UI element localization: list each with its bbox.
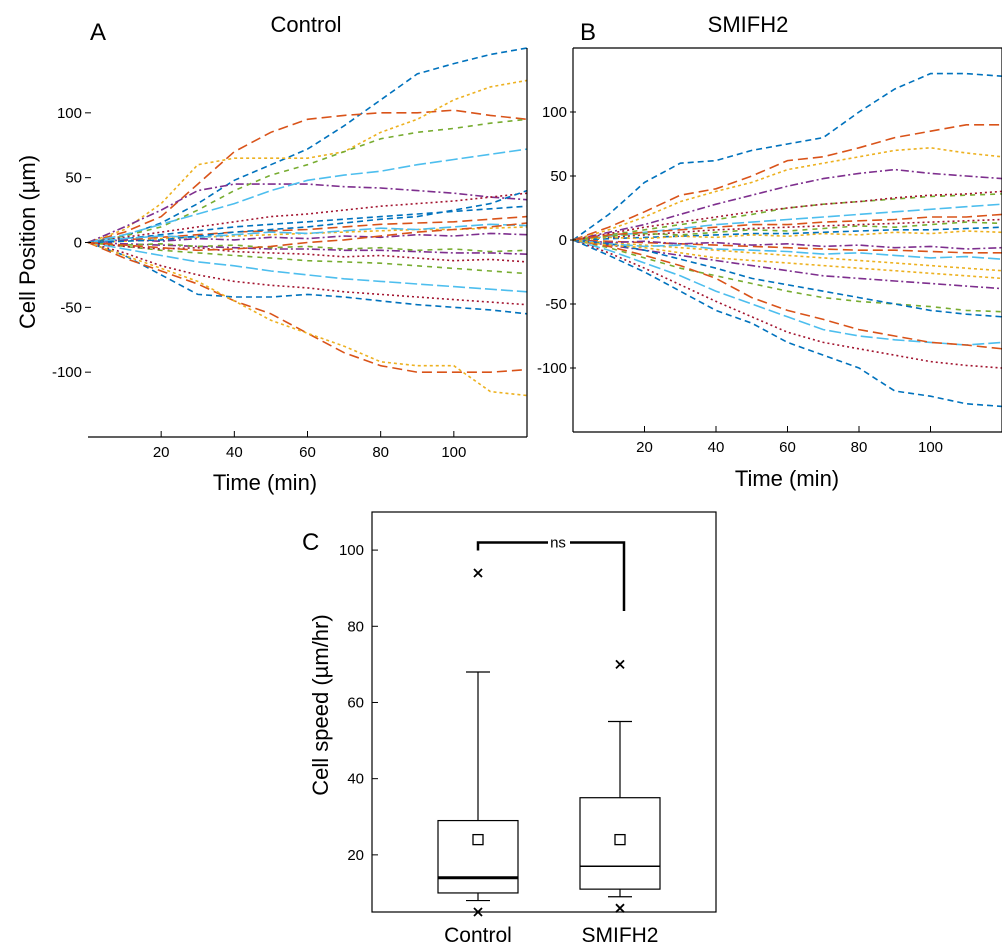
panel-b-x-tick-label: 60 xyxy=(779,439,796,456)
panel-c-y-axis-title: Cell speed (µm/hr) xyxy=(308,614,333,795)
panel-b-series-line xyxy=(572,72,1002,241)
panel-c-mean-marker xyxy=(472,833,484,846)
panel-a-series-line xyxy=(87,241,528,397)
panel-a-x-tick-label: 100 xyxy=(441,444,466,461)
panel-c-bracket-right xyxy=(570,541,626,612)
panel-a-series-line xyxy=(87,183,528,244)
panel-a-series-line xyxy=(87,205,528,244)
panel-a-y-axis-title: Cell Position (µm) xyxy=(15,155,40,329)
panel-b-y-tick-label: 100 xyxy=(542,104,567,121)
panel-a-series-line xyxy=(87,241,528,255)
panel-b-x-tick-label: 20 xyxy=(636,439,653,456)
panel-b-series-line xyxy=(572,124,1002,241)
panel-a-series-line xyxy=(87,241,528,374)
panel-b-series-line xyxy=(572,221,1002,241)
panel-c-y-tick-label: 80 xyxy=(347,618,364,635)
panel-b-series-line xyxy=(572,239,1002,272)
panel-b-series-line xyxy=(572,239,1002,408)
panel-c-plot-area: 100 80 60 40 20 Control SMIFH2 ns xyxy=(339,511,717,947)
panel-b-y-tick-label: 50 xyxy=(550,168,567,185)
panel-b-series-line xyxy=(572,239,1002,346)
panel-b-axes: 20 40 60 80 100 100 50 0 -50 -100 xyxy=(537,47,1002,456)
panel-a-series-line xyxy=(87,47,528,244)
panel-c-extreme-marker xyxy=(615,659,625,670)
panel-a-series-line xyxy=(87,189,528,244)
panel-a-series-line xyxy=(87,241,528,263)
panel-a-series-line xyxy=(87,109,528,244)
panel-a-x-axis-title: Time (min) xyxy=(213,470,317,495)
panel-c-mean-marker xyxy=(614,833,626,846)
panel-a-y-tick-label: -50 xyxy=(60,299,82,316)
panel-a-x-tick-label: 60 xyxy=(299,444,316,461)
panel-b-y-tick-label: -100 xyxy=(537,360,567,377)
panel-c-bracket-left xyxy=(476,541,548,551)
panel-c-y-tick-label: 40 xyxy=(347,771,364,788)
panel-a-series-line xyxy=(87,241,528,306)
panel-c-category-label: SMIFH2 xyxy=(581,924,658,947)
panel-a-y-tick-label: -100 xyxy=(52,364,82,381)
panel-letter-a: A xyxy=(90,19,106,46)
panel-b-series-line xyxy=(572,203,1002,241)
panel-b-series-line xyxy=(572,218,1002,241)
panel-b-title: SMIFH2 xyxy=(708,12,789,37)
panel-a-y-tick-label: 50 xyxy=(65,170,82,187)
panel-a-series-line xyxy=(87,232,528,244)
panel-b-series-line xyxy=(572,239,1002,254)
panel-a-x-tick-label: 80 xyxy=(372,444,389,461)
panel-c-y-tick-label: 60 xyxy=(347,694,364,711)
panel-a-series-line xyxy=(87,241,528,275)
panel-a-y-tick-label: 0 xyxy=(74,235,82,252)
panel-b-smifh2-trajectories: B SMIFH2 Time (min) 20 40 60 80 100 100 50 0 -50… xyxy=(537,12,1002,491)
panel-b-x-axis-title: Time (min) xyxy=(735,466,839,491)
panel-letter-b: B xyxy=(580,19,596,46)
panel-a-series-line xyxy=(87,241,528,293)
panel-a-x-tick-label: 40 xyxy=(226,444,243,461)
panel-b-series-line xyxy=(572,239,1002,318)
panel-c-box xyxy=(437,819,519,894)
panel-b-series-line xyxy=(572,213,1002,241)
panel-b-y-tick-label: 0 xyxy=(559,232,567,249)
panel-a-title: Control xyxy=(271,12,342,37)
panel-a-series-line xyxy=(87,215,528,244)
panel-a-series-line xyxy=(87,148,528,244)
panel-b-x-tick-label: 40 xyxy=(708,439,725,456)
panel-c-significance-label: ns xyxy=(550,534,566,551)
panel-b-series-line xyxy=(572,226,1002,241)
panel-a-series-group xyxy=(87,47,528,397)
panel-a-series-line xyxy=(87,192,528,244)
panel-b-x-tick-label: 80 xyxy=(851,439,868,456)
panel-a-series-line xyxy=(87,223,528,244)
panel-a-series-line xyxy=(87,79,528,244)
panel-a-series-line xyxy=(87,222,528,252)
panel-a-control-trajectories: A Control Time (min) Cell Position (µm) … xyxy=(15,12,528,495)
panel-b-series-line xyxy=(572,239,1002,313)
panel-a-series-line xyxy=(87,241,528,253)
panel-a-y-tick-label: 100 xyxy=(57,105,82,122)
panel-c-extreme-marker xyxy=(473,907,483,917)
panel-b-x-tick-label: 100 xyxy=(918,439,943,456)
panel-c-y-tick-label: 100 xyxy=(339,542,364,559)
panel-b-series-line xyxy=(572,190,1002,241)
panel-c-category-label: Control xyxy=(444,924,512,947)
panel-c-extreme-marker xyxy=(473,568,483,578)
panel-a-series-line xyxy=(87,118,528,244)
panel-b-series-line xyxy=(572,193,1002,241)
panel-c-y-tick-label: 20 xyxy=(347,847,364,864)
panel-c-extreme-marker xyxy=(615,903,625,913)
panel-c-frame xyxy=(371,511,717,913)
panel-b-series-line xyxy=(572,239,1002,250)
panel-a-series-line xyxy=(87,241,528,315)
panel-a-x-tick-label: 20 xyxy=(153,444,170,461)
panel-c-box xyxy=(579,797,661,890)
panel-b-series-line xyxy=(572,239,1002,369)
panel-c-cell-speed-boxplot: C Cell speed (µm/hr) 100 80 60 40 20 Control S… xyxy=(302,511,717,947)
panel-b-series-line xyxy=(572,239,1002,260)
panel-b-y-tick-label: -50 xyxy=(545,296,567,313)
panel-letter-c: C xyxy=(302,529,319,556)
panel-b-series-group xyxy=(572,72,1002,408)
panel-a-axes: 20 40 60 80 100 100 50 0 -50 -100 xyxy=(52,48,528,461)
panel-b-series-line xyxy=(572,239,1002,350)
